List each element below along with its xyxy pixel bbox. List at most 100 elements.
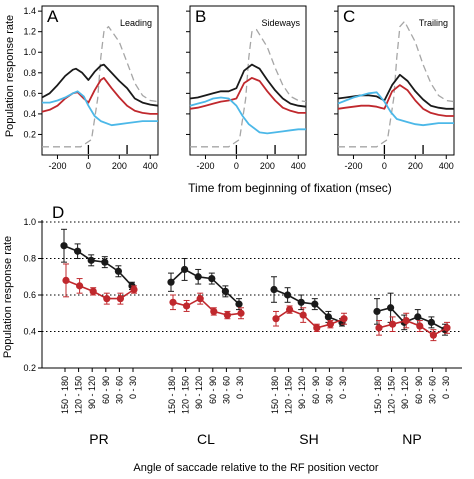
data-point — [208, 274, 216, 283]
data-point — [62, 276, 70, 284]
x-tick-label: 400 — [439, 161, 454, 171]
x-tick-label: 400 — [291, 161, 306, 171]
data-point — [326, 320, 334, 328]
data-point — [414, 313, 422, 321]
data-point — [169, 298, 177, 306]
x-tick-label: 90 - 120 — [297, 376, 307, 409]
data-point — [235, 300, 243, 308]
x-tick-label: -200 — [344, 161, 362, 171]
group-label: CL — [197, 431, 215, 447]
x-tick-label: 120 - 150 — [284, 376, 294, 414]
x-tick-label: -200 — [48, 161, 66, 171]
x-tick-label: -200 — [196, 161, 214, 171]
red-series-line — [189, 77, 306, 114]
x-tick-label: 90 - 120 — [194, 376, 204, 409]
black-series-line — [337, 73, 454, 110]
data-point — [284, 291, 292, 299]
y-tick-label: 0.8 — [23, 68, 36, 78]
plot-frame — [41, 5, 159, 156]
data-point — [373, 307, 381, 316]
gray-series-line — [42, 25, 159, 148]
data-point — [210, 307, 218, 316]
x-tick-label: 60 - 90 — [208, 376, 218, 404]
group-label: SH — [299, 431, 318, 447]
x-tick-label: 120 - 150 — [181, 376, 191, 414]
data-point — [299, 311, 307, 319]
data-point — [194, 273, 202, 281]
plot-frame — [189, 5, 307, 156]
y-tick-label: 1.0 — [23, 217, 36, 227]
y-tick-label: 0.6 — [23, 290, 36, 300]
data-point — [130, 285, 138, 294]
cyan-series-line — [42, 90, 158, 127]
x-tick-label: 200 — [112, 161, 127, 171]
y-tick-label: 0.2 — [23, 129, 36, 139]
x-tick-label: 150 - 180 — [60, 376, 70, 414]
panel-inset-label: Sideways — [261, 18, 300, 28]
x-tick-label: 30 - 60 — [221, 376, 231, 404]
x-tick-label: 60 - 90 — [414, 376, 424, 404]
panel-b: -200 0 200 400 B Sideways — [186, 5, 307, 171]
data-point — [60, 242, 68, 250]
data-point — [74, 247, 82, 255]
x-tick-label: 0 — [382, 161, 387, 171]
data-point — [313, 324, 321, 332]
data-point — [297, 298, 305, 306]
x-tick-label: 0 - 30 — [235, 376, 245, 399]
x-tick-label: 90 - 120 — [400, 376, 410, 409]
data-point — [272, 315, 280, 323]
x-tick-label: 200 — [408, 161, 423, 171]
panel-c: -200 0 200 400 C Trailing — [334, 5, 455, 171]
data-point — [427, 318, 435, 326]
black-series-line — [189, 63, 307, 108]
y-tick-label: 1.4 — [23, 6, 36, 16]
x-tick-label: 60 - 90 — [311, 376, 321, 404]
x-tick-label: 120 - 150 — [74, 376, 84, 414]
x-tick-label: 150 - 180 — [270, 376, 280, 414]
y-tick-label: 1.2 — [23, 27, 36, 37]
x-tick-label: 0 — [86, 161, 91, 171]
data-point — [167, 278, 175, 286]
x-tick-label: 30 - 60 — [324, 376, 334, 404]
data-point — [223, 311, 231, 319]
top-x-axis-title: Time from beginning of fixation (msec) — [188, 181, 392, 195]
x-tick-label: 0 — [234, 161, 239, 171]
y-tick-label: 0.4 — [23, 327, 36, 337]
y-tick-label: 0.4 — [23, 109, 36, 119]
bottom-y-axis-title: Population response rate — [2, 236, 14, 358]
x-tick-label: 400 — [143, 161, 158, 171]
data-point — [443, 324, 451, 332]
y-tick-label: 0.2 — [23, 363, 36, 373]
data-point — [324, 313, 332, 321]
red-series-line — [337, 84, 454, 117]
data-point — [87, 256, 95, 264]
black-series-line — [170, 268, 240, 305]
data-point — [429, 331, 437, 339]
x-tick-label: 60 - 90 — [101, 376, 111, 404]
data-point — [196, 295, 204, 303]
red-series-line — [41, 77, 158, 115]
data-point — [76, 282, 84, 290]
data-point — [221, 287, 229, 295]
data-point — [286, 306, 294, 314]
data-point — [416, 322, 424, 330]
cyan-series-line — [189, 96, 306, 135]
panel-inset-label: Leading — [120, 18, 152, 28]
top-y-axis-title: Population response rate — [4, 15, 16, 137]
data-point — [402, 316, 410, 325]
y-tick-label: 1.0 — [23, 47, 36, 57]
plot-frame — [337, 5, 455, 156]
data-point — [116, 295, 124, 303]
data-point — [311, 300, 319, 308]
panel-letter: B — [195, 7, 206, 26]
panel-letter: D — [52, 203, 64, 222]
x-tick-label: 150 - 180 — [373, 376, 383, 414]
data-point — [270, 285, 278, 294]
x-tick-label: 90 - 120 — [87, 376, 97, 409]
panel-letter: A — [47, 7, 59, 26]
panel-a: -200 0 200 400 0.2 0.4 0.6 0.8 1.0 1.2 1.4 A Leading — [23, 5, 159, 171]
data-point — [114, 267, 122, 275]
x-tick-label: 30 - 60 — [114, 376, 124, 404]
